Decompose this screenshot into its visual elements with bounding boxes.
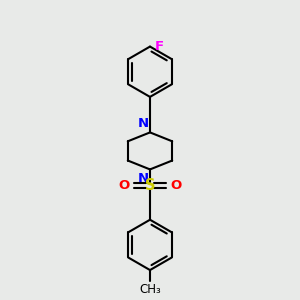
Text: S: S [145, 178, 155, 193]
Text: O: O [118, 179, 129, 192]
Text: F: F [154, 40, 164, 53]
Text: N: N [138, 117, 149, 130]
Text: N: N [138, 172, 149, 185]
Text: O: O [171, 179, 182, 192]
Text: CH₃: CH₃ [139, 284, 161, 296]
